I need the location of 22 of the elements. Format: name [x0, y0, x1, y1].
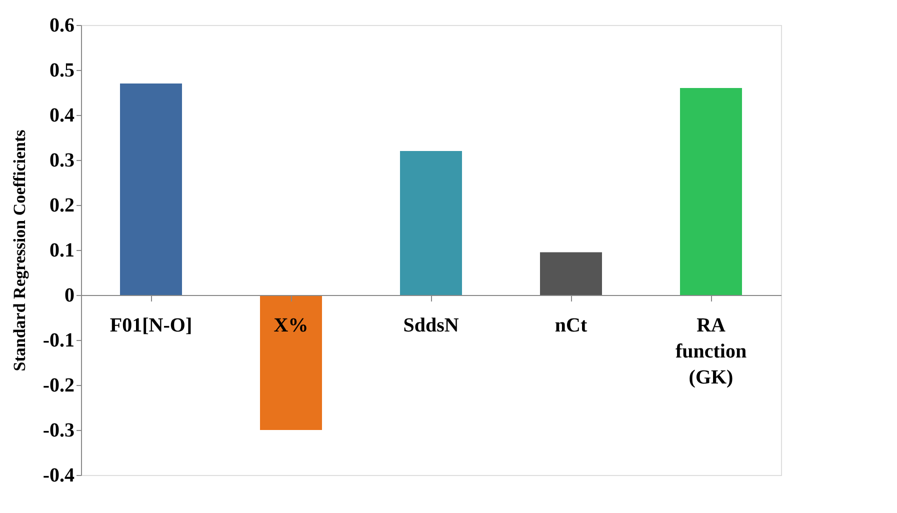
y-tick-label: 0.2 — [50, 194, 74, 216]
bar — [680, 88, 742, 295]
bar — [540, 252, 602, 295]
x-tick-label: nCt — [554, 314, 588, 336]
y-tick-label: 0 — [64, 284, 74, 306]
y-tick-label: -0.3 — [42, 420, 74, 442]
y-tick-label: 0.4 — [50, 104, 74, 126]
y-tick-label: 0.6 — [50, 14, 74, 36]
x-tick-label: F01[N-O] — [110, 314, 192, 336]
y-axis-title: Standard Regression Coefficients — [10, 129, 29, 372]
y-tick-label: -0.2 — [42, 374, 74, 396]
x-tick-label: SddsN — [403, 314, 460, 336]
bar — [400, 151, 462, 295]
x-tick-label: RA function (GK) — [675, 314, 747, 388]
y-tick-label: -0.4 — [42, 464, 74, 486]
y-tick-label: 0.3 — [50, 150, 74, 172]
y-tick-label: -0.1 — [42, 330, 74, 352]
bar — [260, 295, 322, 430]
y-tick-label: 0.5 — [50, 60, 74, 82]
y-tick-label: 0.1 — [50, 240, 74, 262]
x-tick-label: X% — [274, 314, 308, 336]
bar — [120, 84, 182, 295]
